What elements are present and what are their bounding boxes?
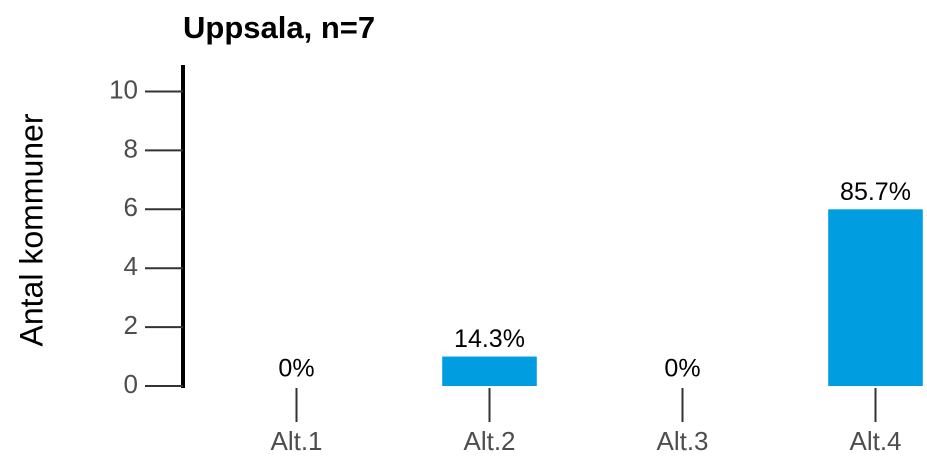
x-tick-label: Alt.1 [270,426,322,456]
y-axis-label: Antal kommuner [13,113,49,346]
x-tick-label: Alt.2 [463,426,515,456]
y-tick-label: 2 [124,310,138,340]
y-tick-label: 10 [109,74,138,104]
y-tick-label: 8 [124,133,138,163]
x-tick-label: Alt.3 [656,426,708,456]
data-label: 85.7% [840,178,911,206]
x-tick-label: Alt.4 [849,426,901,456]
data-label: 0% [278,355,314,383]
y-tick-label: 4 [124,251,138,281]
data-label: 0% [664,355,700,383]
y-tick-label: 0 [124,369,138,399]
bar [828,209,923,386]
data-label: 14.3% [454,325,525,353]
chart-title: Uppsala, n=7 [183,10,375,45]
y-tick-label: 6 [124,192,138,222]
bar [442,356,537,386]
